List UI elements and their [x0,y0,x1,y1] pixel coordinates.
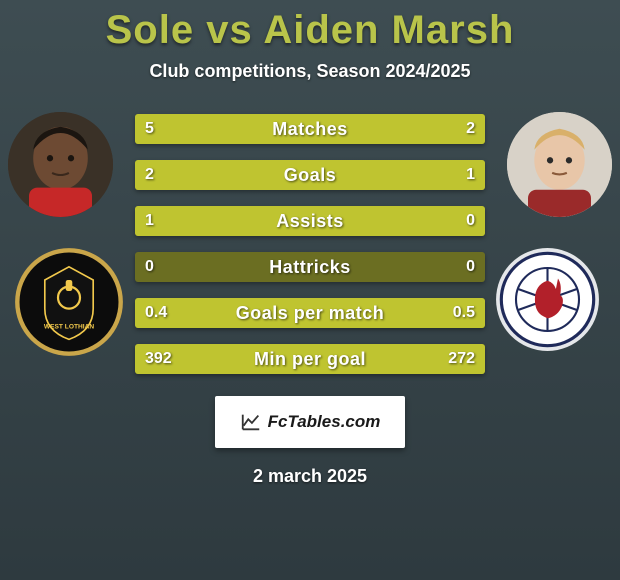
player-right-avatar [507,112,612,217]
source-badge-text: FcTables.com [268,412,381,432]
club-right-badge-icon [495,247,600,352]
stat-label: Goals per match [135,298,485,328]
club-left-badge-icon: WEST LOTHIAN [14,247,124,357]
stat-row: 0.40.5Goals per match [135,298,485,328]
player-left-face-icon [8,112,113,217]
player-right-face-icon [507,112,612,217]
stat-label: Matches [135,114,485,144]
stat-row: 10Assists [135,206,485,236]
stat-label: Goals [135,160,485,190]
comparison-stage: WEST LOTHIAN 52Matches 21Goals 10Assists 00… [0,112,620,374]
stat-label: Hattricks [135,252,485,282]
stat-row: 21Goals [135,160,485,190]
stat-label: Assists [135,206,485,236]
stat-bars: 52Matches 21Goals 10Assists 00Hattricks 0.40… [135,112,485,374]
content: Sole vs Aiden Marsh Club competitions, S… [0,0,620,580]
svg-text:WEST LOTHIAN: WEST LOTHIAN [44,323,94,330]
stat-row: 52Matches [135,114,485,144]
stat-row: 00Hattricks [135,252,485,282]
page-title: Sole vs Aiden Marsh [0,0,620,53]
stat-label: Min per goal [135,344,485,374]
player-left-avatar [8,112,113,217]
club-right-badge [495,247,600,352]
chart-icon [240,411,262,433]
source-badge: FcTables.com [215,396,405,448]
subtitle: Club competitions, Season 2024/2025 [0,61,620,82]
club-left-badge: WEST LOTHIAN [14,247,124,357]
stat-row: 392272Min per goal [135,344,485,374]
date-text: 2 march 2025 [0,466,620,487]
